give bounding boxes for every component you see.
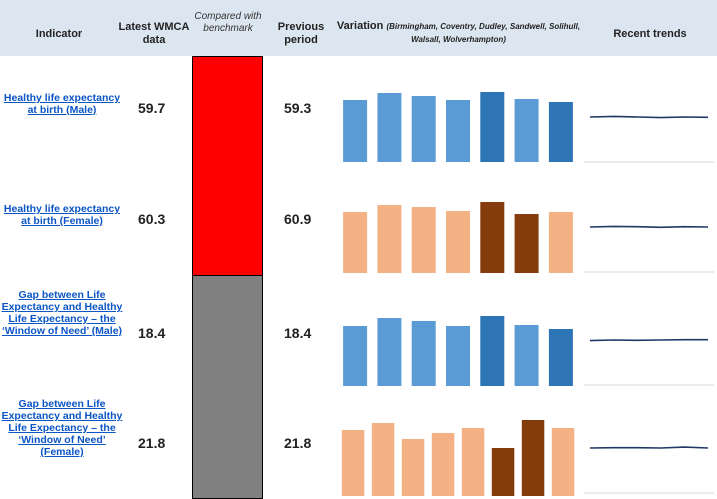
variation-bar [551, 428, 575, 496]
variation-bar [548, 102, 573, 162]
header-latest-wmca-data: Latest WMCA data [118, 21, 190, 46]
variation-bar [411, 207, 436, 273]
variation-bar [431, 433, 455, 496]
benchmark-similar-block [192, 276, 263, 499]
variation-bar [446, 100, 470, 162]
previous-value-gap-female: 21.8 [284, 435, 312, 451]
header-variation-areas: (Birmingham, Coventry, Dudley, Sandwell,… [386, 22, 581, 44]
trend-line [589, 115, 709, 119]
variation-bar [377, 318, 402, 386]
variation-bar [377, 205, 402, 273]
benchmark-worse-block [192, 56, 263, 276]
header-indicator: Indicator [35, 28, 83, 40]
variation-bar [401, 439, 425, 496]
variation-bar [411, 321, 436, 386]
latest-value-hle-male: 59.7 [138, 100, 166, 116]
indicator-link-gap-male[interactable]: Gap between Life Expectancy and Healthy … [1, 289, 123, 337]
header-previous-period: Previous period [277, 21, 325, 46]
variation-bar [480, 316, 505, 386]
variation-bar [480, 92, 505, 162]
trend-line [589, 446, 709, 449]
variation-bar [377, 93, 402, 162]
variation-bar [341, 430, 365, 496]
variation-bar [548, 329, 573, 386]
table-header [0, 0, 717, 56]
previous-value-hle-female: 60.9 [284, 211, 312, 227]
previous-value-hle-male: 59.3 [284, 100, 312, 116]
header-variation: Variation (Birmingham, Coventry, Dudley,… [336, 20, 581, 46]
variation-bar [514, 214, 539, 273]
latest-value-hle-female: 60.3 [138, 211, 166, 227]
trend-line [589, 338, 708, 342]
variation-bar [480, 202, 505, 273]
header-variation-label: Variation [336, 20, 384, 32]
variation-bar [371, 423, 395, 496]
variation-bar [343, 326, 368, 386]
header-compared-with-benchmark: Compared with benchmark [194, 11, 262, 34]
variation-bar [548, 212, 573, 273]
variation-bar [461, 428, 485, 496]
latest-value-gap-male: 18.4 [138, 325, 166, 341]
indicator-link-gap-female[interactable]: Gap between Life Expectancy and Healthy … [1, 398, 123, 458]
indicator-link-hle-female[interactable]: Healthy life expectancy at birth (Female… [3, 203, 121, 227]
latest-value-gap-female: 21.8 [138, 435, 166, 451]
header-recent-trends: Recent trends [613, 28, 687, 40]
variation-bar [411, 96, 436, 162]
trend-line [589, 225, 709, 229]
variation-bar [446, 326, 470, 386]
variation-bar [343, 212, 368, 273]
variation-bar [514, 99, 539, 162]
variation-bar [446, 211, 470, 273]
indicator-link-hle-male[interactable]: Healthy life expectancy at birth (Male) [3, 92, 121, 116]
variation-bar [521, 420, 545, 496]
variation-bar [343, 100, 368, 162]
variation-bar [491, 448, 515, 496]
previous-value-gap-male: 18.4 [284, 325, 312, 341]
variation-bar [514, 325, 539, 386]
